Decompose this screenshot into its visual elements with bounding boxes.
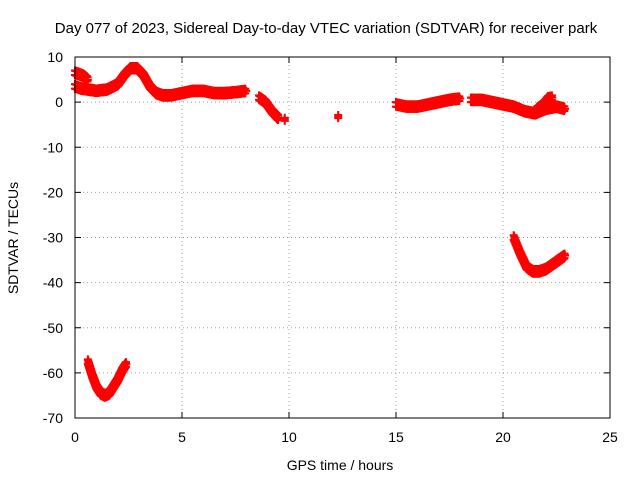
x-tick-labels: 0 5 10 15 20 25 — [71, 429, 618, 445]
data-point — [242, 86, 251, 95]
series-evening-loop — [533, 91, 557, 116]
y-tick-label: -60 — [43, 365, 63, 381]
x-tick-label: 0 — [71, 429, 79, 445]
x-tick-label: 5 — [178, 429, 186, 445]
data-point — [548, 93, 557, 102]
data-point — [122, 359, 131, 368]
series-isolated — [280, 110, 343, 125]
y-tick-label: -40 — [43, 275, 63, 291]
data-point — [334, 110, 343, 119]
axis-ticks — [74, 56, 611, 419]
series-low-arc-2 — [509, 231, 570, 278]
data-point — [561, 104, 570, 113]
y-axis-label: SDTVAR / TECUs — [5, 182, 21, 294]
series-afternoon — [392, 92, 465, 113]
y-tick-label: 10 — [47, 49, 63, 65]
data-points — [71, 62, 570, 402]
series-main — [71, 62, 251, 102]
y-tick-label: -10 — [43, 139, 63, 155]
data-point — [561, 251, 570, 260]
x-tick-label: 25 — [602, 429, 618, 445]
x-tick-label: 15 — [388, 429, 404, 445]
y-tick-label: -30 — [43, 230, 63, 246]
series-decline — [255, 91, 283, 124]
y-tick-label: -50 — [43, 320, 63, 336]
chart-title: Day 077 of 2023, Sidereal Day-to-day VTE… — [55, 20, 598, 37]
data-point — [280, 113, 289, 122]
x-tick-label: 10 — [281, 429, 297, 445]
data-point — [83, 75, 92, 84]
x-tick-label: 20 — [495, 429, 511, 445]
y-tick-labels: 10 0 -10 -20 -30 -40 -50 -60 -70 — [43, 49, 63, 426]
y-tick-label: -70 — [43, 410, 63, 426]
data-point — [456, 94, 465, 103]
y-tick-label: -20 — [43, 184, 63, 200]
grid — [75, 57, 610, 418]
y-tick-label: 0 — [55, 94, 63, 110]
series-low-arc-1 — [83, 355, 131, 402]
x-axis-label: GPS time / hours — [287, 457, 394, 473]
